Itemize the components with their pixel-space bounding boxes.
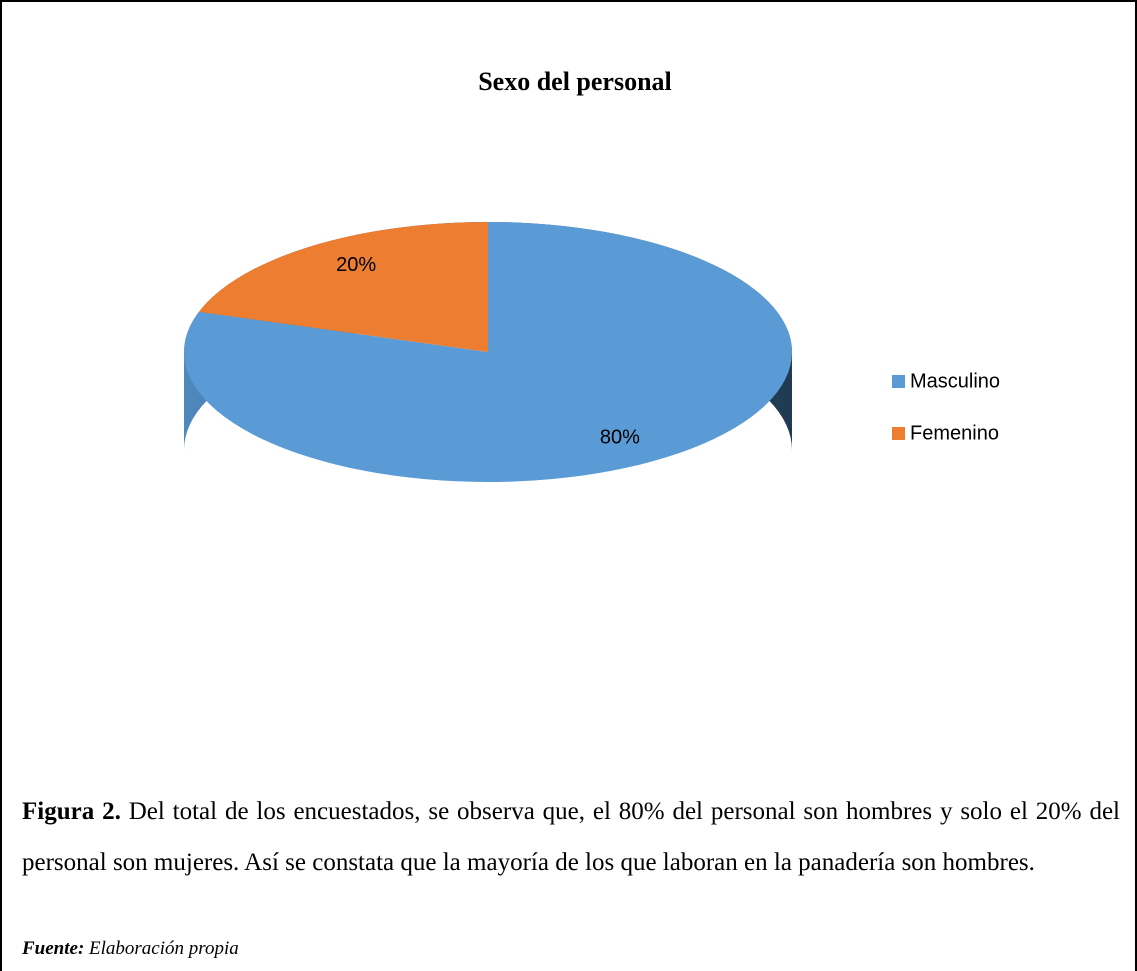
source-label: Fuente: bbox=[22, 938, 85, 959]
caption-label: Figura 2. bbox=[22, 798, 121, 825]
source: Fuente: Elaboración propia bbox=[22, 938, 239, 960]
legend-label: Masculino bbox=[910, 370, 1000, 392]
caption: Figura 2. Del total de los encuestados, … bbox=[22, 786, 1120, 888]
data-label: 80% bbox=[600, 427, 640, 449]
legend-label: Femenino bbox=[910, 422, 999, 444]
chart-title: Sexo del personal bbox=[478, 67, 672, 96]
caption-text: Del total de los encuestados, se observa… bbox=[22, 798, 1120, 876]
source-text: Elaboración propia bbox=[84, 938, 239, 959]
legend-swatch bbox=[892, 427, 905, 440]
legend-swatch bbox=[892, 375, 905, 388]
data-label: 20% bbox=[336, 254, 376, 276]
chart: Sexo del personal 80% 20% Masculino Femenin… bbox=[184, 67, 1000, 482]
slice bbox=[198, 222, 488, 352]
